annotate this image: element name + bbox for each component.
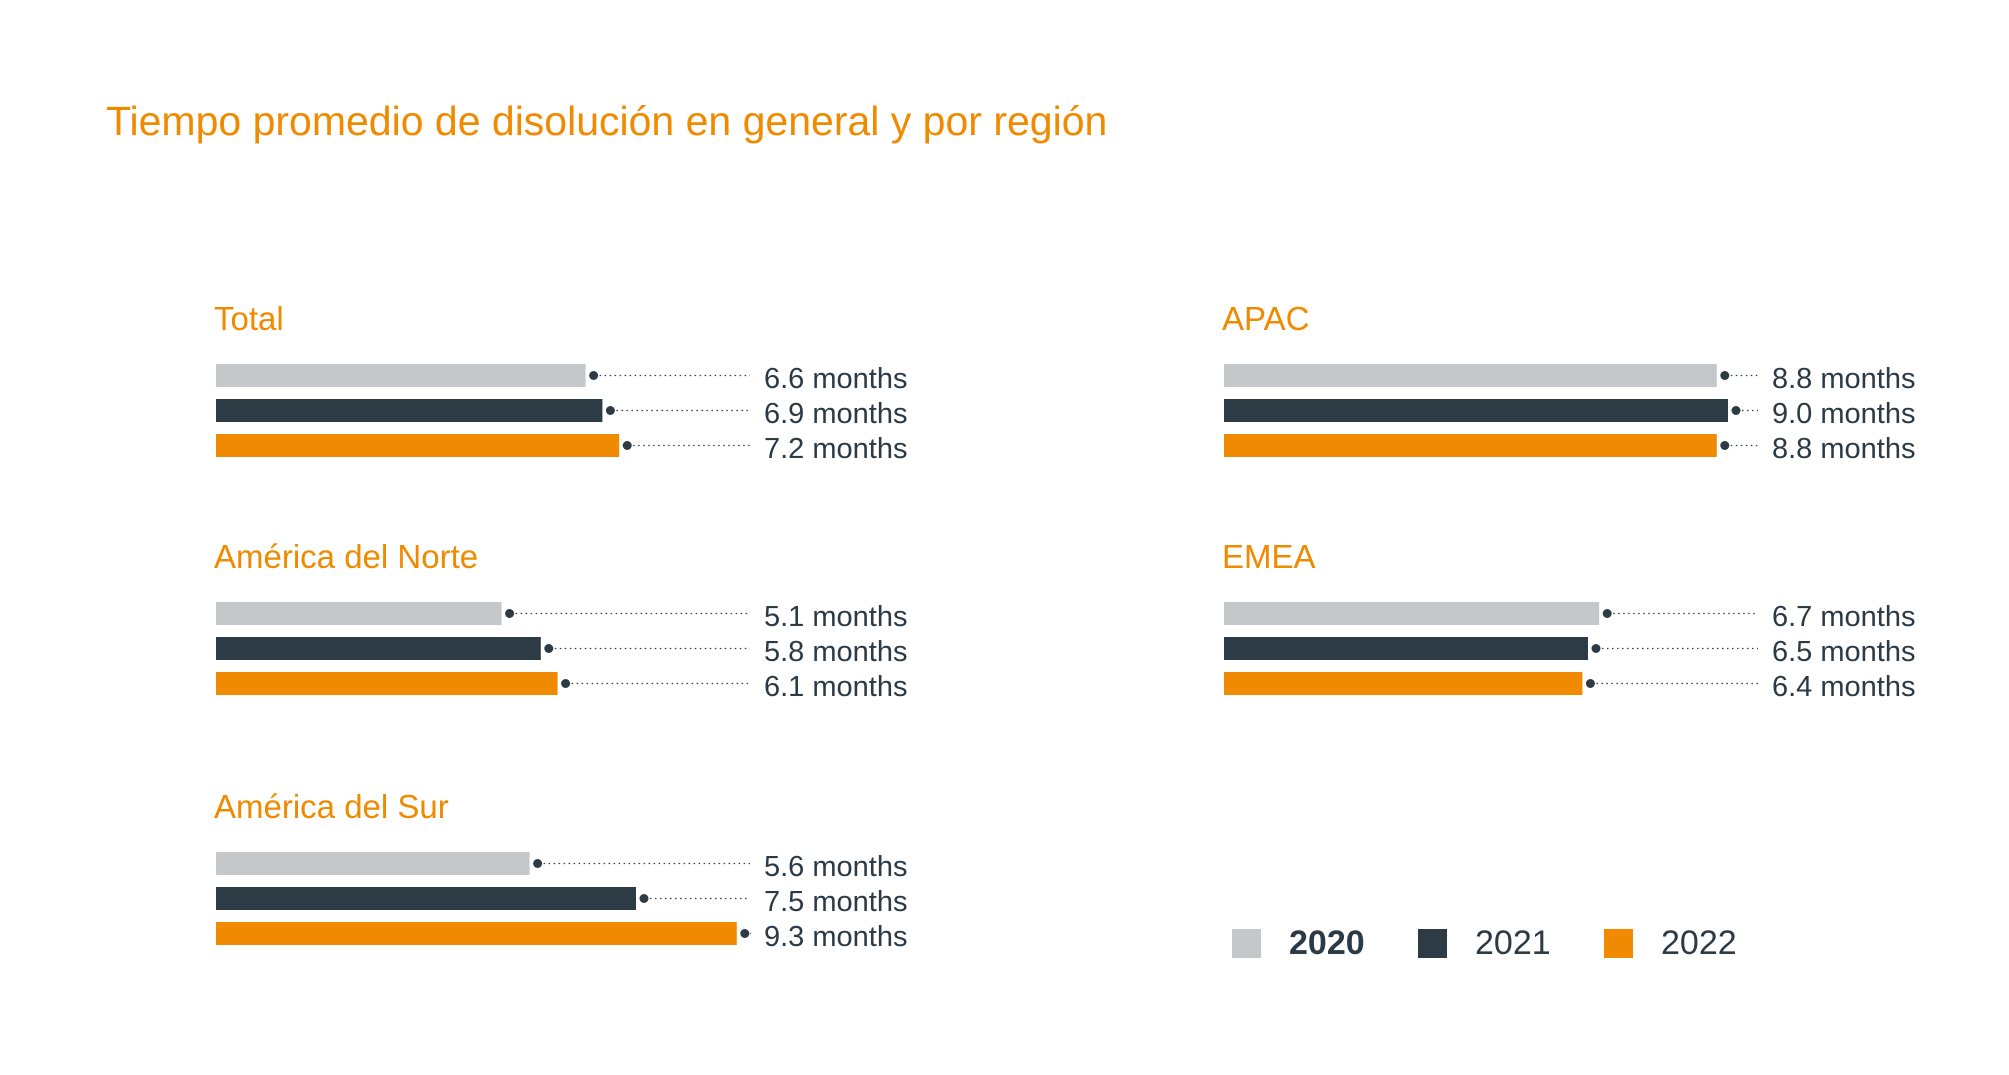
- bar-2021: [216, 887, 636, 910]
- bar-2020: [1224, 602, 1600, 625]
- panel-apac: APAC 8.8 months 9.0 months 8.8 months: [1222, 300, 1962, 480]
- leader-dot: [1591, 644, 1601, 653]
- value-label-2021: 5.8 months: [764, 636, 908, 668]
- panel-bars: [216, 364, 750, 457]
- panel-total: Total 6.6 months 6.9 months 7.2 months: [214, 300, 954, 480]
- value-label-2022: 8.8 months: [1772, 433, 1916, 465]
- leader-dot: [505, 609, 515, 618]
- bar-2021: [1224, 399, 1728, 422]
- panel-title: América del Norte: [214, 538, 479, 575]
- legend-swatch-2022: [1604, 928, 1633, 958]
- legend-label: 2022: [1661, 923, 1737, 962]
- panel-bars: [216, 602, 750, 695]
- leader-dot: [544, 644, 554, 653]
- panel-bars: [216, 852, 751, 945]
- leader-dot: [589, 371, 599, 380]
- bar-2020: [216, 852, 530, 875]
- leader-dot: [1731, 406, 1741, 415]
- value-label-2020: 5.1 months: [764, 601, 908, 633]
- leader-dot: [622, 441, 632, 450]
- value-label-2022: 6.1 months: [764, 671, 908, 703]
- value-label-2021: 6.9 months: [764, 398, 908, 430]
- bar-2021: [216, 399, 603, 422]
- value-label-2022: 6.4 months: [1772, 671, 1916, 703]
- leader-dot: [639, 894, 649, 903]
- chart-title: Tiempo promedio de disolución en general…: [106, 98, 1108, 144]
- bar-2022: [1224, 434, 1717, 457]
- panel-title: Total: [214, 300, 284, 337]
- value-label-2020: 6.7 months: [1772, 601, 1916, 633]
- value-label-2020: 5.6 months: [764, 851, 908, 883]
- legend-swatch-2021: [1418, 928, 1447, 958]
- bar-2021: [1224, 637, 1588, 660]
- panel-title: APAC: [1222, 300, 1310, 337]
- leader-dot: [740, 929, 750, 938]
- leader-dot: [1720, 371, 1730, 380]
- bar-2022: [1224, 672, 1583, 695]
- panel-bars: [1224, 364, 1758, 457]
- leader-dot: [533, 859, 543, 868]
- value-label-2021: 7.5 months: [764, 886, 908, 918]
- bar-2020: [216, 602, 502, 625]
- bar-2020: [216, 364, 586, 387]
- panel-america-del-norte: América del Norte 5.1 months 5.8 months …: [214, 538, 954, 718]
- leader-dot: [605, 406, 615, 415]
- bar-2021: [216, 637, 541, 660]
- legend-label: 2020: [1289, 923, 1365, 962]
- bar-2022: [216, 434, 620, 457]
- value-label-2020: 6.6 months: [764, 363, 908, 395]
- legend: 2020 2021 2022: [1232, 920, 1792, 966]
- value-label-2020: 8.8 months: [1772, 363, 1916, 395]
- panel-america-del-sur: América del Sur 5.6 months 7.5 months 9.…: [214, 788, 954, 968]
- bar-2020: [1224, 364, 1717, 387]
- legend-label: 2021: [1475, 923, 1551, 962]
- legend-item-2022[interactable]: 2022: [1604, 920, 1737, 966]
- value-label-2022: 9.3 months: [764, 921, 908, 953]
- bar-2022: [216, 672, 558, 695]
- legend-item-2020[interactable]: 2020: [1232, 920, 1365, 966]
- panel-emea: EMEA 6.7 months 6.5 months 6.4 months: [1222, 538, 1962, 718]
- bar-2022: [216, 922, 737, 945]
- leader-dot: [1585, 679, 1595, 688]
- panel-title: EMEA: [1222, 538, 1316, 575]
- leader-dot: [1602, 609, 1612, 618]
- legend-swatch-2020: [1232, 928, 1261, 958]
- value-label-2022: 7.2 months: [764, 433, 908, 465]
- value-label-2021: 9.0 months: [1772, 398, 1916, 430]
- value-label-2021: 6.5 months: [1772, 636, 1916, 668]
- leader-dot: [1720, 441, 1730, 450]
- leader-dot: [561, 679, 571, 688]
- legend-item-2021[interactable]: 2021: [1418, 920, 1551, 966]
- panel-title: América del Sur: [214, 788, 449, 825]
- panel-bars: [1224, 602, 1758, 695]
